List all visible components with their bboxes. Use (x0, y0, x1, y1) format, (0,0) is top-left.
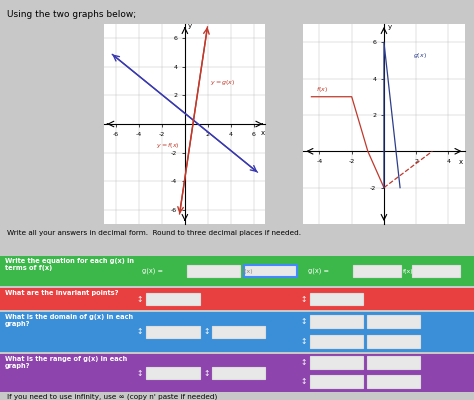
Text: Write the equation for each g(x) in
terms of f(x): Write the equation for each g(x) in term… (5, 258, 134, 271)
Text: $y=g(x)$: $y=g(x)$ (210, 78, 236, 87)
Text: ↕: ↕ (203, 328, 210, 336)
Text: ↕: ↕ (137, 328, 143, 336)
Text: $y=f(x)$: $y=f(x)$ (156, 141, 180, 150)
Text: y: y (388, 24, 392, 30)
Text: x: x (459, 159, 464, 165)
Text: What are the invariant points?: What are the invariant points? (5, 290, 118, 296)
Text: g(x) =: g(x) = (142, 268, 163, 274)
Text: Write all your answers in decimal form.  Round to three decimal places if needed: Write all your answers in decimal form. … (7, 230, 301, 236)
Text: If you need to use infinity, use ∞ (copy n' paste if needed): If you need to use infinity, use ∞ (copy… (7, 394, 218, 400)
Text: ↕: ↕ (137, 294, 143, 304)
Text: What is the range of g(x) in each
graph?: What is the range of g(x) in each graph? (5, 356, 127, 370)
Text: $g(x)$: $g(x)$ (413, 51, 427, 60)
Text: ↕: ↕ (300, 358, 307, 367)
Text: f(x): f(x) (243, 268, 253, 274)
Text: ↕: ↕ (300, 294, 307, 304)
Text: ↕: ↕ (300, 377, 307, 386)
Text: ↕: ↕ (137, 368, 143, 378)
Text: ↕: ↕ (203, 368, 210, 378)
Text: ↕: ↕ (300, 317, 307, 326)
Text: g(x) =: g(x) = (308, 268, 329, 274)
Text: Using the two graphs below;: Using the two graphs below; (7, 10, 136, 19)
Text: y: y (187, 23, 191, 29)
Text: What is the domain of g(x) in each
graph?: What is the domain of g(x) in each graph… (5, 314, 133, 327)
Text: x: x (261, 130, 265, 136)
Text: ↕: ↕ (300, 337, 307, 346)
Text: $f(x)$: $f(x)$ (316, 85, 328, 94)
Text: f(x): f(x) (403, 268, 413, 274)
